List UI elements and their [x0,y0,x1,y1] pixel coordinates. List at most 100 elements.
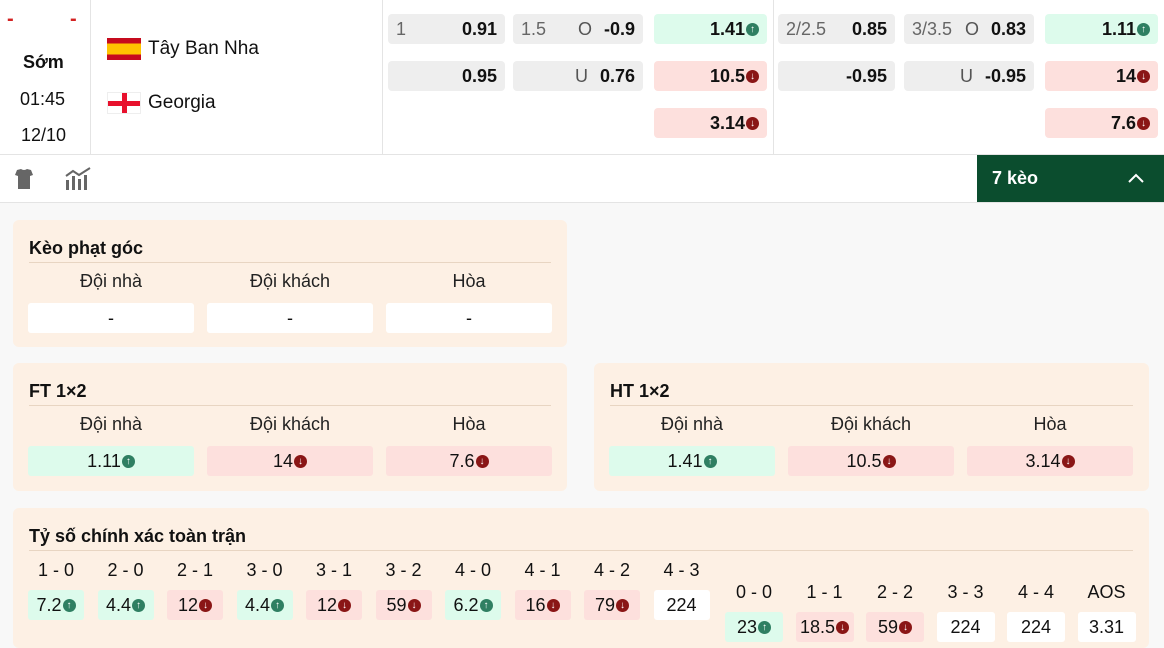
odds-cell[interactable]: 3.14 ↓ [967,446,1133,476]
arrow-up-icon: ↑ [62,598,76,612]
score-odds-cell[interactable]: 59 ↓ [375,590,432,620]
match-status: Sớm [23,52,64,72]
score-odds-cell[interactable]: 79 ↓ [584,590,640,620]
score-home: - [7,8,14,30]
column-header: Đội nhà [79,271,143,291]
score-label: 1 - 0 [37,560,75,580]
odds-value: 59 [386,594,407,615]
under-label: U [959,65,973,86]
odds-value: 224 [666,594,697,615]
card-title: Tỷ số chính xác toàn trận [29,526,247,546]
odds-cell[interactable]: 1.5 O -0.9 [513,14,643,44]
odds-value: 6.2 [453,594,479,615]
odds-value: - [287,307,293,328]
odds-cell[interactable]: - [28,303,194,333]
score-odds-cell[interactable]: 224 [653,590,710,620]
arrow-down-icon: ↓ [899,620,913,634]
column-header: Hòa [1033,414,1067,434]
arrow-down-icon: ↓ [882,454,896,468]
ht-1x2-card: HT 1×2 Đội nhà 1.41 ↑ Đội khách 10.5 ↓ Hòa 3… [594,363,1149,491]
score-label: 4 - 2 [593,560,631,580]
odds-cell[interactable]: -0.95 [778,61,895,91]
odds-value: 0.85 [851,18,887,39]
under-label: U [574,65,588,86]
odds-cell[interactable]: 14 ↓ [207,446,373,476]
odds-cell[interactable]: 7.6 ↓ [386,446,552,476]
arrow-down-icon: ↓ [546,598,560,612]
odds-value: -0.9 [603,18,635,39]
odds-cell[interactable]: 10.5 ↓ [788,446,954,476]
column-header: Đội nhà [79,414,143,434]
odds-value: 1.41 [667,450,703,471]
score-odds-cell[interactable]: 23 ↑ [725,612,783,642]
score-odds-cell[interactable]: 18.5 ↓ [795,612,854,642]
odds-cell[interactable]: 2/2.5 0.85 [778,14,895,44]
georgia-flag-icon [107,92,141,114]
odds-value: 0.76 [599,65,635,86]
score-odds-cell[interactable]: 3.31 [1077,612,1136,642]
odds-value: 59 [877,616,899,637]
odds-cell[interactable]: 7.6 ↓ [1045,108,1158,138]
odds-cell[interactable]: 14 ↓ [1045,61,1158,91]
odds-cell[interactable]: 1.41 ↑ [654,14,767,44]
score-odds-cell[interactable]: 4.4 ↑ [97,590,154,620]
ou-line: 1.5 [521,18,547,39]
odds-cell[interactable]: - [207,303,373,333]
score-odds-cell[interactable]: 6.2 ↑ [445,590,501,620]
score-odds-cell[interactable]: 7.2 ↑ [28,590,84,620]
score-odds-cell[interactable]: 16 ↓ [514,590,571,620]
score-odds-cell[interactable]: 12 ↓ [167,590,223,620]
odds-value: 1.41 [709,18,745,39]
odds-value: 10.5 [709,65,745,86]
over-label: O [964,18,979,39]
odds-cell[interactable]: 3/3.5 O 0.83 [904,14,1034,44]
score-odds-cell[interactable]: 4.4 ↑ [236,590,293,620]
score-odds-cell[interactable]: 224 [936,612,995,642]
match-time: 01:45 [20,89,66,109]
score-odds-cell[interactable]: 224 [1007,612,1065,642]
handicap-line: 1 [396,18,407,39]
match-date: 12/10 [21,125,67,145]
ft-1x2-card: FT 1×2 Đội nhà 1.11 ↑ Đội khách 14 ↓ Hòa 7.6… [13,363,567,491]
arrow-down-icon: ↓ [199,598,213,612]
more-odds-button[interactable]: 7 kèo [977,155,1164,202]
toolbar: 7 kèo [0,155,1164,203]
odds-value: 23 [736,616,758,637]
odds-cell[interactable]: 1.11 ↑ [28,446,194,476]
odds-cell[interactable]: 1.11 ↑ [1045,14,1158,44]
odds-value: 79 [594,594,616,615]
stats-icon[interactable] [65,167,92,191]
odds-value: - [466,307,472,328]
odds-cell[interactable]: 1 0.91 [388,14,505,44]
odds-value: 12 [177,594,199,615]
home-team[interactable]: Tây Ban Nha [148,38,259,59]
score-label: 2 - 0 [107,560,144,580]
column-header: Đội nhà [660,414,724,434]
score-label: 1 - 1 [806,582,843,602]
odds-cell[interactable]: U 0.76 [513,61,643,91]
score-label: 4 - 3 [663,560,700,580]
arrow-down-icon: ↓ [1061,454,1075,468]
score-odds-cell[interactable]: 12 ↓ [306,590,362,620]
exact-score-card: Tỷ số chính xác toàn trận 1 - 0 7.2 ↑ 2 - … [13,508,1149,648]
odds-cell[interactable]: 3.14 ↓ [654,108,767,138]
divider [773,0,774,154]
score-odds-cell[interactable]: 59 ↓ [866,612,924,642]
card-title: Kèo phạt góc [29,238,144,258]
away-team[interactable]: Georgia [148,92,216,113]
ou-line: 3/3.5 [912,18,953,39]
odds-value: 3.14 [709,112,745,133]
arrow-down-icon: ↓ [475,454,489,468]
odds-cell[interactable]: 1.41 ↑ [609,446,775,476]
odds-value: 14 [1115,65,1136,86]
odds-cell[interactable]: U -0.95 [904,61,1034,91]
odds-cell[interactable]: 0.95 [388,61,505,91]
odds-cell[interactable]: 10.5 ↓ [654,61,767,91]
odds-cell[interactable]: - [386,303,552,333]
odds-value: -0.95 [984,65,1026,86]
score-label: 4 - 1 [524,560,561,580]
shirt-icon[interactable] [12,167,36,191]
odds-value: 0.83 [990,18,1026,39]
score-label: 3 - 0 [246,560,283,580]
odds-value: 16 [525,594,546,615]
